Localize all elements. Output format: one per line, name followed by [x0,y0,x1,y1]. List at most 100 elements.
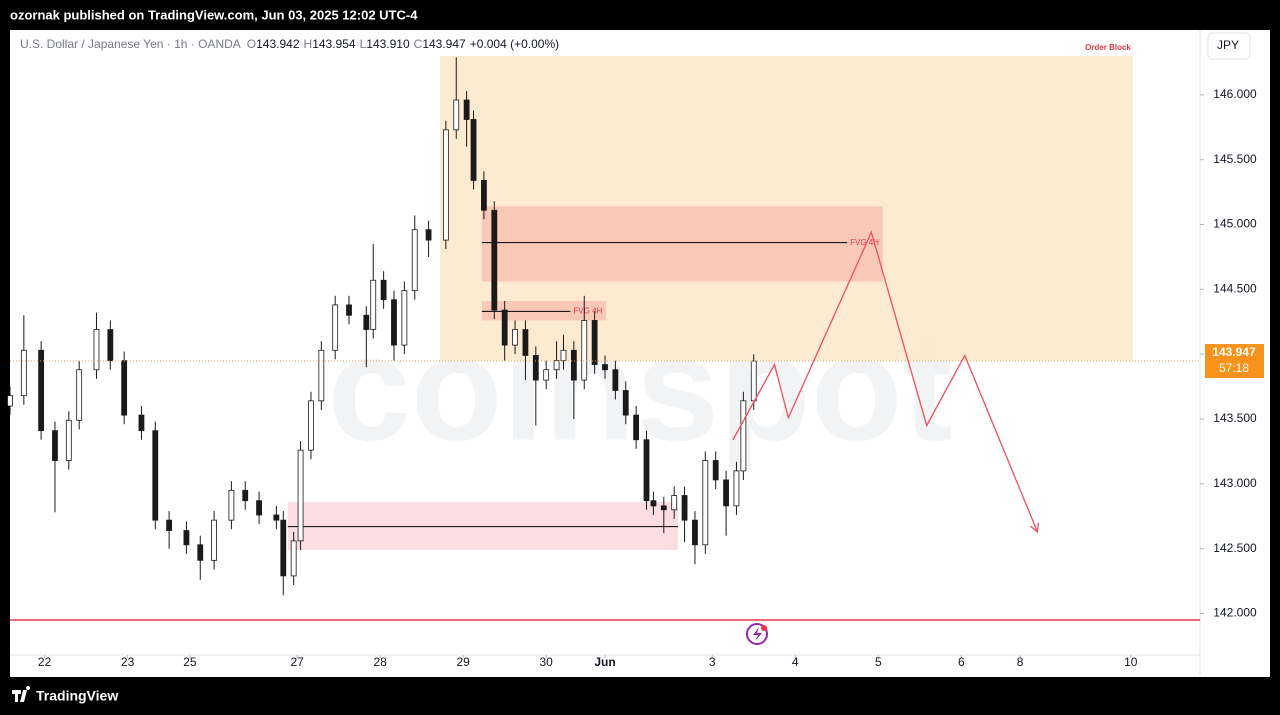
candle-body [380,279,387,301]
candle-body [280,519,287,577]
event-dot [761,625,767,631]
currency[interactable]: JPY [1217,38,1239,52]
candle-body [532,355,539,381]
candle-body [391,299,397,346]
candle-body [401,290,408,346]
zone [481,206,883,282]
x-tick-label: 28 [373,655,387,669]
candle-body [522,329,529,356]
candle-body [7,395,13,407]
y-tick-label: 146.000 [1213,87,1257,101]
candle-body [491,209,498,311]
candle-body [660,505,667,511]
candle-body [20,349,27,397]
y-tick-label: 143.000 [1213,476,1257,490]
event-bolt [753,627,762,641]
zone-label: FVG 4H [573,306,602,315]
x-tick-label: 10 [1124,655,1138,669]
currency-box[interactable] [1207,32,1251,60]
x-tick-label: 4 [792,655,799,669]
candle-body [332,304,339,351]
x-tick-label: 5 [875,655,882,669]
candle-body [643,439,650,502]
candle-body [560,349,567,362]
candle-body [650,500,657,507]
candle-body [183,530,190,546]
candle-body [671,495,678,511]
candle-body [38,349,45,432]
candle-body [581,320,588,381]
candle-body [750,360,757,402]
candle-body [681,495,688,521]
candle-body [346,304,352,316]
candle-body [692,519,698,546]
candle-body [570,349,577,381]
h: 143.954 [312,37,356,51]
candle-body [65,419,72,461]
candle-body [290,540,297,577]
plot: Order Block FVG 4H FVG 4H [7,43,1200,621]
candle-body [76,369,83,421]
o: 143.942 [256,37,300,51]
l-label: L [360,37,367,51]
candle-body [211,519,217,561]
c-label: C [414,37,423,51]
y-tick-label: 142.500 [1213,541,1257,555]
y-tick-label: 144.500 [1213,282,1257,296]
candle-body [633,414,640,441]
candle-body [370,279,377,330]
candle-body [612,369,619,391]
candle-body [138,414,145,432]
candle-body [197,544,204,561]
y-tick-label: 145.500 [1213,152,1257,166]
x-tick-label: 22 [38,655,52,669]
candle-body [411,229,418,292]
last-price: 143.947 [1212,345,1256,359]
candle-body [228,489,235,521]
candle-body [723,479,729,507]
candle-body [256,500,262,516]
candle-body [512,329,518,346]
candle-body [152,430,159,521]
candle-body [297,449,304,542]
candle-body [501,309,508,346]
zone [287,501,678,550]
candle-body [121,360,128,416]
x-tick-label: 6 [958,655,965,669]
candle-body [622,390,629,416]
projection-arrowhead [1030,522,1040,534]
candle-body [166,519,173,531]
projection-path [732,230,1039,533]
tv-logo [12,686,31,702]
candle-body [470,119,477,181]
candle-body [712,460,719,481]
publisher: ozornak published on TradingView.com, Ju… [10,7,418,22]
x-tick-label: 23 [121,655,135,669]
candle-body [318,349,325,402]
zone-label: Order Block [1085,43,1131,52]
o-label: O [247,37,256,51]
candle-body [553,360,560,371]
x-tick-label: 30 [540,655,554,669]
symbol: U.S. Dollar / Japanese Yen · 1h · OANDA [20,37,241,51]
x-tick-label: 27 [290,655,304,669]
y-tick-label: 145.000 [1213,217,1257,231]
candle-body [93,329,100,371]
x-tick-label: 8 [1017,655,1024,669]
candle-body [273,514,280,521]
change: +0.004 (+0.00%) [470,37,559,51]
candle-body [543,369,550,381]
candle-body [52,430,58,461]
candle-body [242,489,249,502]
x-tick-label: 29 [456,655,470,669]
y-tick-label: 143.500 [1213,411,1257,425]
candle-body [740,400,747,472]
candle-body [733,470,740,507]
x-tick-label: Jun [594,655,615,669]
x-tick-label: 3 [709,655,716,669]
candle-body [442,129,449,241]
zone [481,301,607,321]
h-label: H [304,37,313,51]
candle-body [363,314,370,330]
